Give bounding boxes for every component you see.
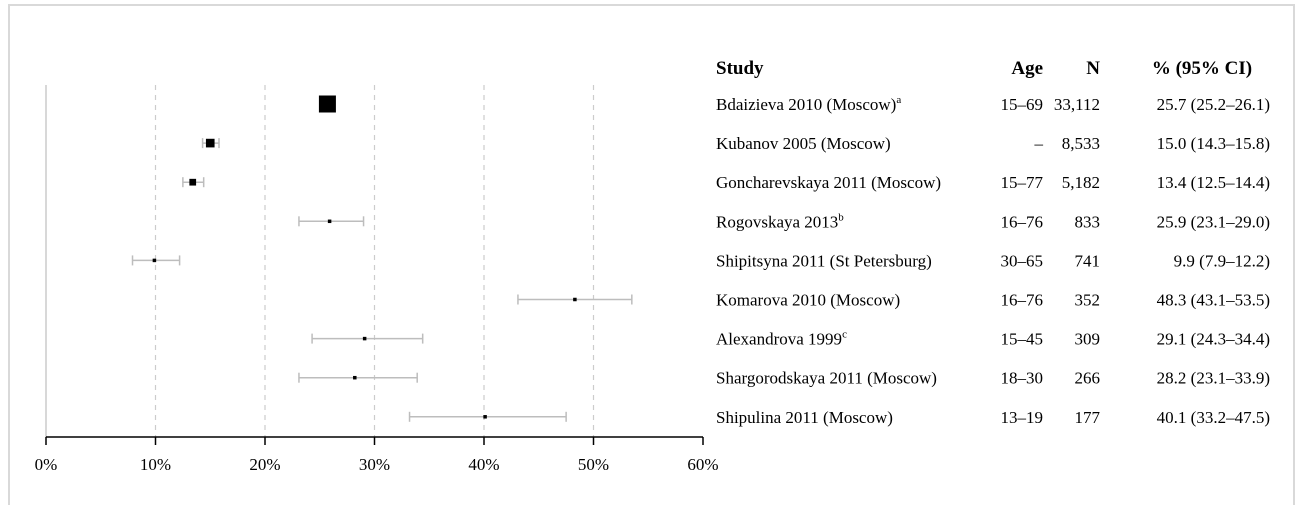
study-footnote: a — [896, 94, 901, 106]
study-age: 15–69 — [1001, 95, 1044, 114]
study-ci: 48.3 (43.1–53.5) — [1157, 291, 1270, 310]
study-n: 266 — [1075, 369, 1101, 388]
study-ci: 28.2 (23.1–33.9) — [1157, 369, 1270, 388]
x-tick-label: 40% — [468, 455, 499, 474]
point-estimate — [327, 219, 332, 224]
header-age: Age — [1011, 58, 1043, 79]
study-n: 309 — [1075, 330, 1101, 349]
point-estimates — [152, 95, 577, 419]
study-name: Alexandrova 1999c — [716, 329, 847, 349]
study-name: Shipulina 2011 (Moscow) — [716, 408, 893, 427]
study-age: 30–65 — [1001, 251, 1044, 270]
header-study: Study — [716, 58, 764, 79]
point-estimate — [152, 258, 157, 263]
point-estimate — [573, 297, 577, 302]
table-header: Study Age N % (95% CI) — [716, 58, 1252, 79]
study-age: 15–77 — [1001, 173, 1044, 192]
figure-frame — [8, 4, 1295, 505]
study-ci: 13.4 (12.5–14.4) — [1157, 173, 1270, 192]
point-estimate — [353, 375, 357, 380]
point-estimate — [362, 336, 367, 341]
study-age: 16–76 — [1001, 212, 1044, 231]
study-name: Bdaizieva 2010 (Moscow)a — [716, 94, 901, 114]
x-axis: 0% 10% 20% 30% 40% 50% 60% — [35, 436, 719, 474]
study-age: 16–76 — [1001, 291, 1044, 310]
x-tick-label: 0% — [35, 455, 58, 474]
x-tick-label: 60% — [687, 455, 718, 474]
study-ci: 25.9 (23.1–29.0) — [1157, 212, 1270, 231]
study-name: Komarova 2010 (Moscow) — [716, 291, 900, 310]
study-age: 15–45 — [1001, 330, 1044, 349]
confidence-intervals — [131, 99, 633, 422]
study-ci: 29.1 (24.3–34.4) — [1157, 330, 1270, 349]
x-tick-label: 10% — [140, 455, 171, 474]
study-age: 18–30 — [1001, 369, 1044, 388]
study-name: Shipitsyna 2011 (St Petersburg) — [716, 251, 932, 270]
point-estimate — [318, 95, 336, 113]
grid-lines — [45, 85, 595, 437]
point-estimate — [205, 138, 215, 148]
point-estimate — [189, 178, 197, 186]
x-tick-label: 30% — [359, 455, 390, 474]
header-ci: % (95% CI) — [1152, 58, 1252, 79]
x-tick-label: 20% — [249, 455, 280, 474]
study-n: 741 — [1075, 251, 1101, 270]
study-name: Shargorodskaya 2011 (Moscow) — [716, 369, 937, 388]
point-estimate — [483, 415, 487, 419]
table-rows: Bdaizieva 2010 (Moscow)a 15–69 33,112 25.7 … — [716, 94, 1270, 427]
study-name: Rogovskaya 2013b — [716, 211, 844, 231]
study-name: Kubanov 2005 (Moscow) — [716, 134, 891, 153]
study-n: 5,182 — [1062, 173, 1100, 192]
study-ci: 40.1 (33.2–47.5) — [1157, 408, 1270, 427]
study-n: 33,112 — [1054, 95, 1100, 114]
study-n: 352 — [1075, 291, 1101, 310]
study-footnote: b — [838, 211, 844, 223]
study-footnote: c — [842, 329, 847, 341]
study-ci: 9.9 (7.9–12.2) — [1174, 251, 1270, 270]
study-name: Goncharevskaya 2011 (Moscow) — [716, 173, 941, 192]
x-tick-label: 50% — [578, 455, 609, 474]
study-age: 13–19 — [1001, 408, 1044, 427]
study-n: 177 — [1075, 408, 1101, 427]
study-ci: 25.7 (25.2–26.1) — [1157, 95, 1270, 114]
study-n: 833 — [1075, 212, 1101, 231]
study-age: – — [1034, 134, 1044, 153]
study-n: 8,533 — [1062, 134, 1100, 153]
header-n: N — [1086, 58, 1100, 79]
study-ci: 15.0 (14.3–15.8) — [1157, 134, 1270, 153]
